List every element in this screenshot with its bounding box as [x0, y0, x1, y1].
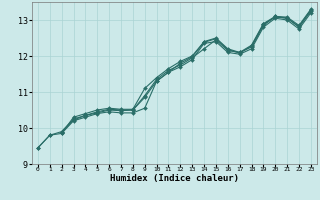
X-axis label: Humidex (Indice chaleur): Humidex (Indice chaleur): [110, 174, 239, 183]
